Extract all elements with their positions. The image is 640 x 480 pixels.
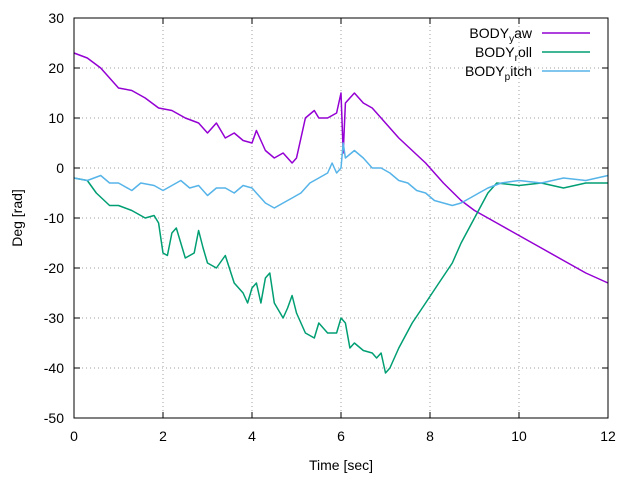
- y-tick-label: 10: [48, 110, 64, 126]
- tick-layer: 0 2 4 6 8 10 12 -50 -40 -30 -20 -10 0 10 20 30: [44, 10, 616, 444]
- series-layer: [73, 52, 609, 374]
- series-line-body-pitch: [73, 142, 609, 209]
- grid-layer: [74, 18, 608, 418]
- y-tick-label: -30: [44, 310, 64, 326]
- x-axis-title: Time [sec]: [309, 457, 373, 473]
- y-tick-label: -40: [44, 360, 64, 376]
- x-tick-label: 12: [600, 428, 616, 444]
- x-tick-label: 6: [337, 428, 345, 444]
- y-tick-label: -50: [44, 410, 64, 426]
- y-tick-label: -10: [44, 210, 64, 226]
- x-tick-label: 10: [511, 428, 527, 444]
- y-tick-label: -20: [44, 260, 64, 276]
- series-line-body-roll: [73, 177, 608, 374]
- x-tick-label: 0: [70, 428, 78, 444]
- x-tick-label: 2: [159, 428, 167, 444]
- y-tick-label: 0: [56, 160, 64, 176]
- legend-label: BODYroll: [475, 44, 532, 64]
- y-tick-label: 20: [48, 60, 64, 76]
- legend-label: BODYpitch: [465, 63, 532, 83]
- legend-label: BODYyaw: [469, 25, 532, 45]
- series-line-body-yaw: [73, 52, 609, 284]
- x-tick-label: 8: [426, 428, 434, 444]
- y-axis-title: Deg [rad]: [9, 189, 25, 247]
- x-tick-label: 4: [248, 428, 256, 444]
- y-tick-label: 30: [48, 10, 64, 26]
